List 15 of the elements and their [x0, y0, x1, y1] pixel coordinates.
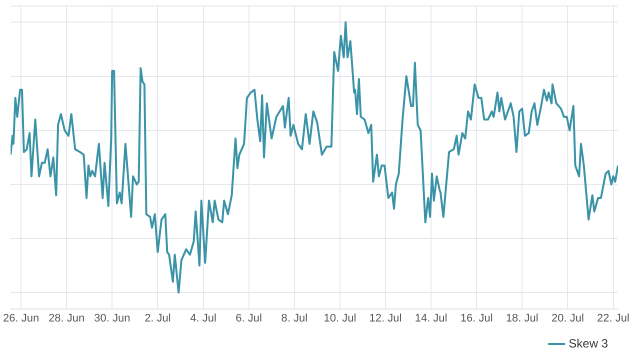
x-tick-label: 28. Jun — [48, 312, 85, 324]
x-tick-label: 4. Jul — [190, 312, 216, 324]
x-tick-label: 30. Jun — [94, 312, 130, 324]
x-tick-label: 20. Jul — [551, 312, 584, 324]
x-tick-label: 6. Jul — [236, 312, 262, 324]
x-tick-label: 2. Jul — [144, 312, 171, 324]
x-tick-label: 14. Jul — [414, 312, 448, 324]
x-tick-label: 26. Jun — [2, 312, 40, 324]
x-tick-label: 8. Jul — [281, 312, 308, 324]
x-tick-label: 12. Jul — [369, 312, 402, 324]
x-tick-label: 16. Jul — [460, 312, 493, 324]
legend-label: Skew 3 — [568, 336, 608, 350]
x-tick-label: 10. Jul — [324, 312, 356, 324]
x-tick-label: 18. Jul — [506, 312, 538, 324]
x-tick-label: 22. Jul — [597, 312, 630, 324]
